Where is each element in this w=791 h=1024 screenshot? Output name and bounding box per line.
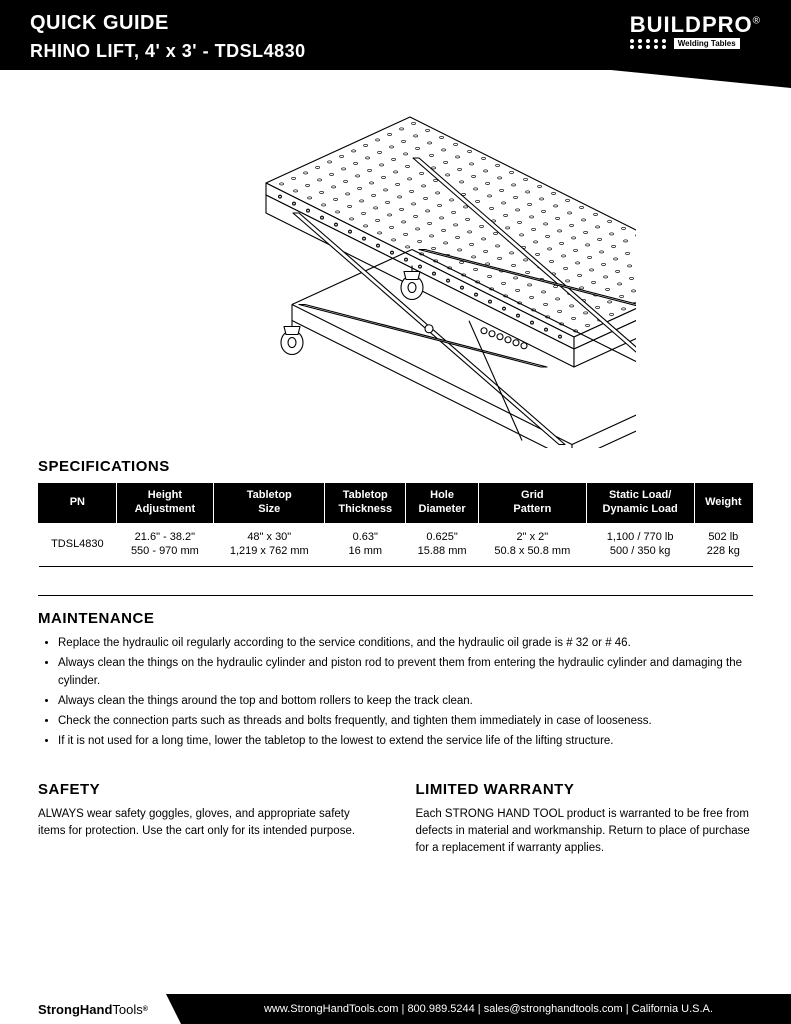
- brand-logo: BUILDPRO® Welding Tables: [630, 14, 761, 49]
- warranty-section: LIMITED WARRANTY Each STRONG HAND TOOL p…: [416, 771, 754, 858]
- maintenance-item: Check the connection parts such as threa…: [58, 713, 753, 730]
- divider: [38, 595, 753, 596]
- spec-col-header: Weight: [694, 483, 752, 523]
- maintenance-title: MAINTENANCE: [38, 610, 753, 627]
- spec-col-header: PN: [39, 483, 117, 523]
- spec-cell: 0.63"16 mm: [325, 523, 406, 567]
- maintenance-list: Replace the hydraulic oil regularly acco…: [38, 635, 753, 751]
- logo-dots-icon: Welding Tables: [630, 38, 761, 49]
- logo-reg: ®: [753, 16, 761, 27]
- spec-cell: 502 lb228 kg: [694, 523, 752, 567]
- maintenance-item: Always clean the things around the top a…: [58, 693, 753, 710]
- spec-title: SPECIFICATIONS: [38, 458, 753, 475]
- spec-cell: 1,100 / 770 lb500 / 350 kg: [586, 523, 694, 567]
- footer-contact: www.StrongHandTools.com | 800.989.5244 |…: [166, 994, 791, 1024]
- product-illustration: [156, 88, 636, 448]
- maintenance-item: Always clean the things on the hydraulic…: [58, 655, 753, 690]
- footer-logo-tools: Tools: [112, 1002, 142, 1017]
- footer-logo-strong: StrongHand: [38, 1002, 112, 1017]
- spec-cell: 0.625"15.88 mm: [406, 523, 479, 567]
- maintenance-item: Replace the hydraulic oil regularly acco…: [58, 635, 753, 652]
- spec-col-header: Static Load/Dynamic Load: [586, 483, 694, 523]
- spec-table: PNHeightAdjustmentTabletopSizeTabletopTh…: [38, 483, 753, 567]
- warranty-title: LIMITED WARRANTY: [416, 781, 754, 798]
- warranty-body: Each STRONG HAND TOOL product is warrant…: [416, 806, 754, 858]
- spec-col-header: TabletopThickness: [325, 483, 406, 523]
- safety-title: SAFETY: [38, 781, 376, 798]
- spec-cell: 2" x 2"50.8 x 50.8 mm: [479, 523, 587, 567]
- spec-col-header: HoleDiameter: [406, 483, 479, 523]
- spec-col-header: HeightAdjustment: [116, 483, 213, 523]
- footer-logo: StrongHandTools®: [0, 994, 166, 1024]
- spec-cell: TDSL4830: [39, 523, 117, 567]
- logo-tagline: Welding Tables: [674, 38, 740, 49]
- spec-cell: 21.6" - 38.2"550 - 970 mm: [116, 523, 213, 567]
- spec-cell: 48" x 30"1,219 x 762 mm: [214, 523, 325, 567]
- footer: StrongHandTools® www.StrongHandTools.com…: [0, 994, 791, 1024]
- maintenance-item: If it is not used for a long time, lower…: [58, 733, 753, 750]
- logo-brand-text: BUILDPRO: [630, 12, 753, 37]
- footer-logo-reg: ®: [143, 1006, 148, 1013]
- safety-body: ALWAYS wear safety goggles, gloves, and …: [38, 806, 376, 841]
- page-content: SPECIFICATIONS PNHeightAdjustmentTableto…: [0, 70, 791, 857]
- safety-section: SAFETY ALWAYS wear safety goggles, glove…: [38, 771, 376, 858]
- spec-col-header: GridPattern: [479, 483, 587, 523]
- header: QUICK GUIDE RHINO LIFT, 4' x 3' - TDSL48…: [0, 0, 791, 70]
- spec-col-header: TabletopSize: [214, 483, 325, 523]
